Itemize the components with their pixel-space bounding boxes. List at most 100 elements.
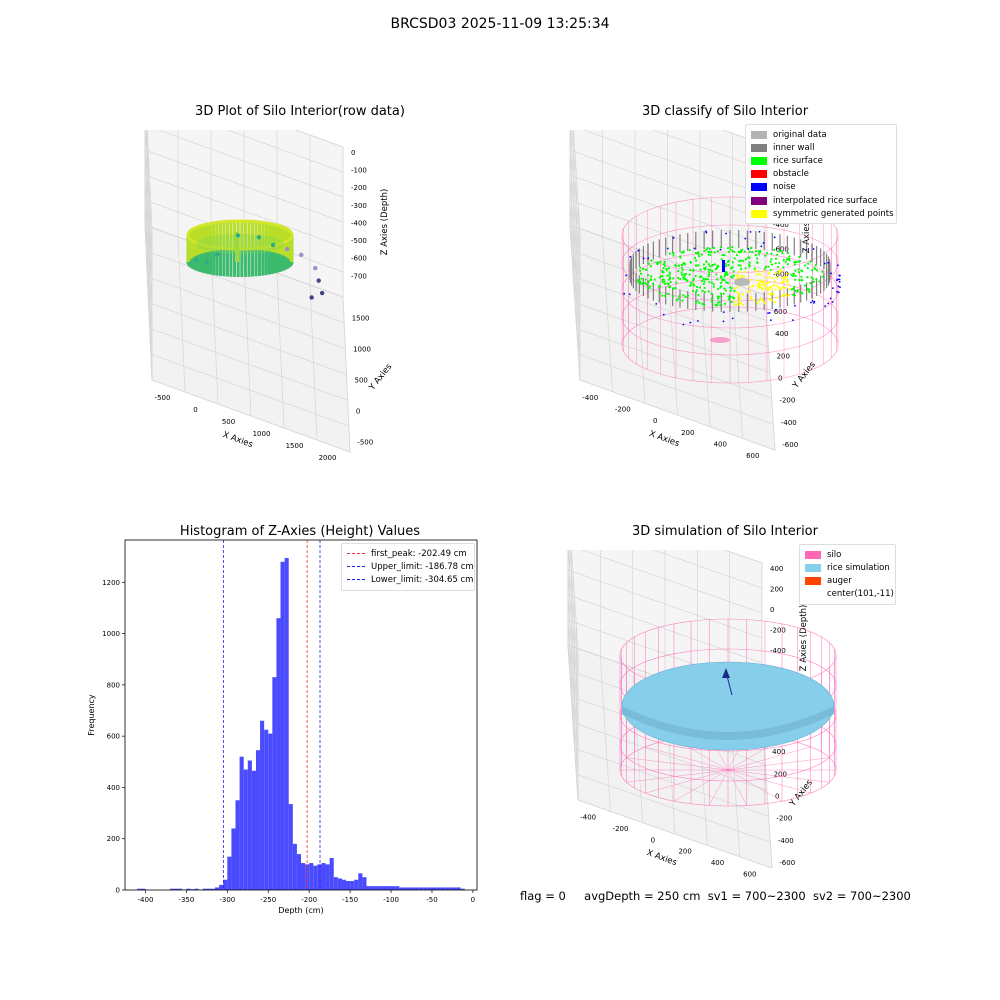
surface-point	[746, 291, 750, 294]
surface-point	[680, 273, 684, 276]
surface-point	[770, 252, 773, 255]
noise-point	[749, 231, 752, 233]
surface-point	[672, 277, 675, 280]
legend-item: rice surface	[751, 154, 891, 167]
surface-point	[738, 260, 741, 263]
surface-point	[759, 297, 762, 300]
raw-data-3d-plot: -500 0 500 1000 1500 2000 -500 0 500 1000 1500 0 -10…	[144, 130, 395, 462]
surface-point	[801, 270, 804, 273]
surface-point	[765, 276, 768, 279]
surface-point	[685, 278, 688, 281]
surface-point	[680, 251, 683, 254]
noise-point	[744, 237, 747, 240]
legend-swatch	[805, 576, 821, 585]
surface-point	[741, 303, 745, 306]
surface-point	[768, 272, 771, 276]
histogram-bar	[170, 888, 175, 890]
x-tick-label: -250	[260, 896, 276, 904]
x-tick-label: 500	[222, 418, 235, 426]
histogram-bar	[407, 887, 412, 890]
surface-point	[732, 270, 735, 273]
noise-point	[767, 312, 769, 315]
surface-point	[720, 258, 723, 261]
surface-point	[710, 297, 713, 300]
surface-point	[681, 268, 684, 271]
surface-point	[750, 278, 753, 282]
surface-point	[731, 249, 734, 253]
surface-point	[770, 298, 773, 301]
surface-point	[667, 267, 671, 270]
surface-point	[738, 270, 741, 273]
legend-swatch	[805, 590, 821, 598]
surface-point	[691, 279, 695, 282]
surface-point	[711, 269, 714, 273]
legend-swatch	[751, 183, 767, 192]
noise-point	[719, 248, 722, 251]
grid-line	[295, 130, 344, 148]
surface-point	[663, 282, 666, 285]
noise-point	[722, 311, 725, 314]
legend-swatch	[805, 550, 821, 559]
surface-point	[708, 281, 711, 284]
surface-point	[667, 292, 670, 296]
surface-point	[662, 278, 665, 281]
data-point	[313, 266, 318, 271]
surface-point	[677, 297, 680, 300]
legend-item: obstacle	[751, 168, 891, 181]
y-axis-label: Y Axies	[367, 362, 395, 394]
surface-point	[731, 261, 734, 264]
surface-point	[794, 278, 797, 281]
surface-point	[768, 281, 772, 284]
surface-point	[723, 287, 726, 290]
surface-point	[739, 264, 742, 267]
surface-point	[726, 282, 730, 285]
x-axis-label: Depth (cm)	[278, 906, 323, 915]
surface-point	[753, 269, 756, 272]
histogram-bar	[227, 856, 232, 890]
surface-point	[651, 282, 655, 285]
surface-point	[734, 287, 737, 290]
histogram-bar	[444, 887, 449, 890]
surface-point	[682, 250, 685, 253]
x-tick-label: -100	[383, 896, 399, 904]
histogram-bar	[415, 887, 420, 890]
auger-shaft	[725, 671, 733, 696]
histogram-bar	[448, 887, 453, 890]
surface-point	[639, 269, 642, 272]
surface-point	[663, 294, 667, 298]
surface-point	[713, 251, 716, 254]
surface-point	[655, 261, 658, 264]
surface-point	[692, 282, 695, 286]
surface-point	[725, 265, 728, 268]
surface-point	[742, 259, 745, 263]
histogram-bar	[219, 884, 224, 890]
surface-point	[703, 280, 706, 283]
histogram-bar	[137, 888, 142, 890]
surface-point	[716, 301, 719, 304]
surface-point	[761, 287, 764, 290]
surface-point	[723, 278, 726, 282]
surface-point	[755, 250, 758, 253]
silo-floor-spoke	[673, 769, 729, 802]
data-point	[319, 290, 325, 296]
x-tick-label: 0	[653, 417, 657, 425]
surface-point	[738, 292, 741, 295]
surface-point	[756, 261, 759, 264]
y-tick-label: -600	[779, 859, 795, 867]
surface-point	[761, 283, 765, 286]
surface-point	[649, 265, 652, 268]
histogram-bar	[186, 888, 191, 890]
surface-point	[769, 294, 772, 297]
x-tick-label: -300	[219, 896, 235, 904]
surface-point	[767, 292, 770, 295]
surface-point	[735, 291, 738, 294]
surface-point	[644, 281, 647, 284]
legend-item: interpolated rice surface	[751, 194, 891, 207]
surface-point	[724, 262, 728, 266]
surface-point	[696, 299, 699, 303]
surface-point	[705, 260, 708, 263]
surface-point	[661, 280, 664, 284]
surface-point	[709, 268, 712, 271]
z-tick-label: -500	[351, 237, 367, 245]
grid-line	[342, 296, 351, 453]
